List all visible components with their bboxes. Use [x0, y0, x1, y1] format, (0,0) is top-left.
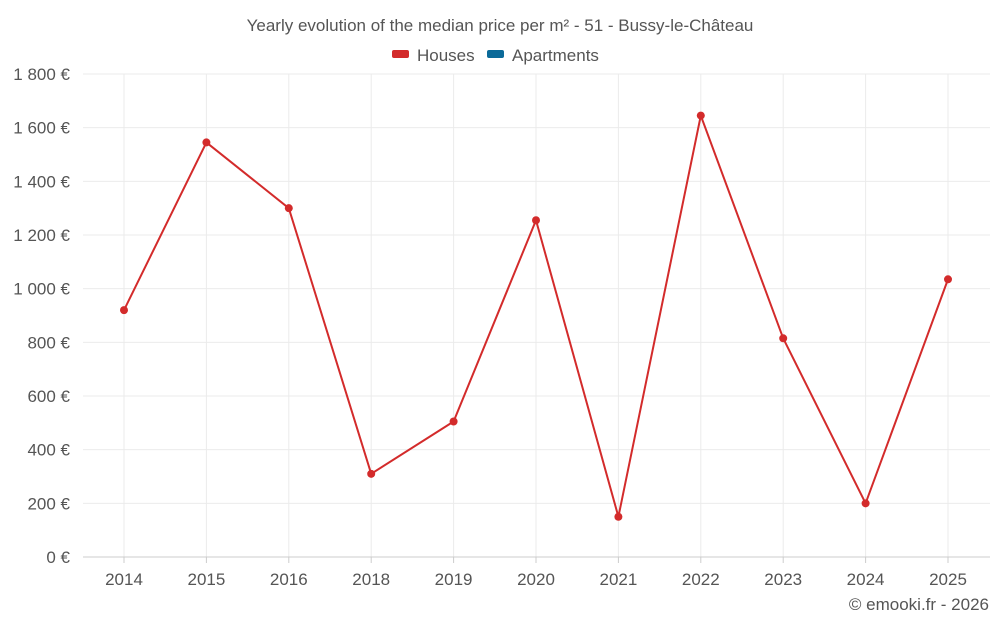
y-tick-label: 0 €	[46, 548, 70, 567]
legend-label-houses: Houses	[417, 46, 475, 65]
legend-swatch-houses	[392, 50, 409, 58]
data-point-houses	[944, 275, 952, 284]
y-tick-label: 800 €	[27, 333, 70, 352]
y-tick-label: 400 €	[27, 441, 70, 460]
legend-swatch-apartments	[487, 50, 504, 58]
data-point-houses	[367, 469, 376, 478]
series-layer	[120, 111, 952, 521]
chart-title: Yearly evolution of the median price per…	[247, 16, 754, 35]
data-point-houses	[284, 204, 293, 213]
legend: Houses Apartments	[392, 46, 599, 65]
data-point-houses	[614, 512, 623, 521]
x-tick-label: 2015	[187, 570, 225, 589]
legend-label-apartments: Apartments	[512, 46, 599, 65]
x-tick-label: 2021	[599, 570, 637, 589]
x-tick-label: 2019	[435, 570, 473, 589]
y-tick-label: 200 €	[27, 494, 70, 513]
x-tick-label: 2020	[517, 570, 555, 589]
y-tick-label: 600 €	[27, 387, 70, 406]
x-tick-label: 2016	[270, 570, 308, 589]
grid-layer	[83, 73, 990, 557]
x-tick-label: 2024	[847, 570, 885, 589]
y-tick-label: 1 200 €	[13, 226, 70, 245]
y-axis: 0 € 200 € 400 € 600 € 800 € 1 000 € 1 200 € 1 4…	[13, 65, 70, 567]
y-tick-label: 1 800 €	[13, 65, 70, 84]
data-point-houses	[696, 111, 705, 120]
x-tick-label: 2018	[352, 570, 390, 589]
legend-item-apartments[interactable]: Apartments	[487, 46, 599, 65]
data-point-houses	[120, 306, 128, 315]
credit: © emooki.fr - 2026	[849, 595, 989, 614]
data-point-houses	[861, 499, 870, 508]
x-tick-label: 2014	[105, 570, 143, 589]
x-tick-label: 2025	[929, 570, 967, 589]
x-tick-label: 2023	[764, 570, 802, 589]
y-tick-label: 1 400 €	[13, 172, 70, 191]
y-tick-label: 1 600 €	[13, 119, 70, 138]
data-point-houses	[202, 138, 211, 147]
data-point-houses	[779, 334, 788, 343]
x-tick-label: 2022	[682, 570, 720, 589]
x-axis: 2014 2015 2016 2018 2019 2020 2021 2022 2023 2024…	[83, 556, 990, 589]
legend-item-houses[interactable]: Houses	[392, 46, 475, 65]
data-point-houses	[532, 216, 540, 225]
data-point-houses	[449, 417, 458, 426]
y-tick-label: 1 000 €	[13, 280, 70, 299]
